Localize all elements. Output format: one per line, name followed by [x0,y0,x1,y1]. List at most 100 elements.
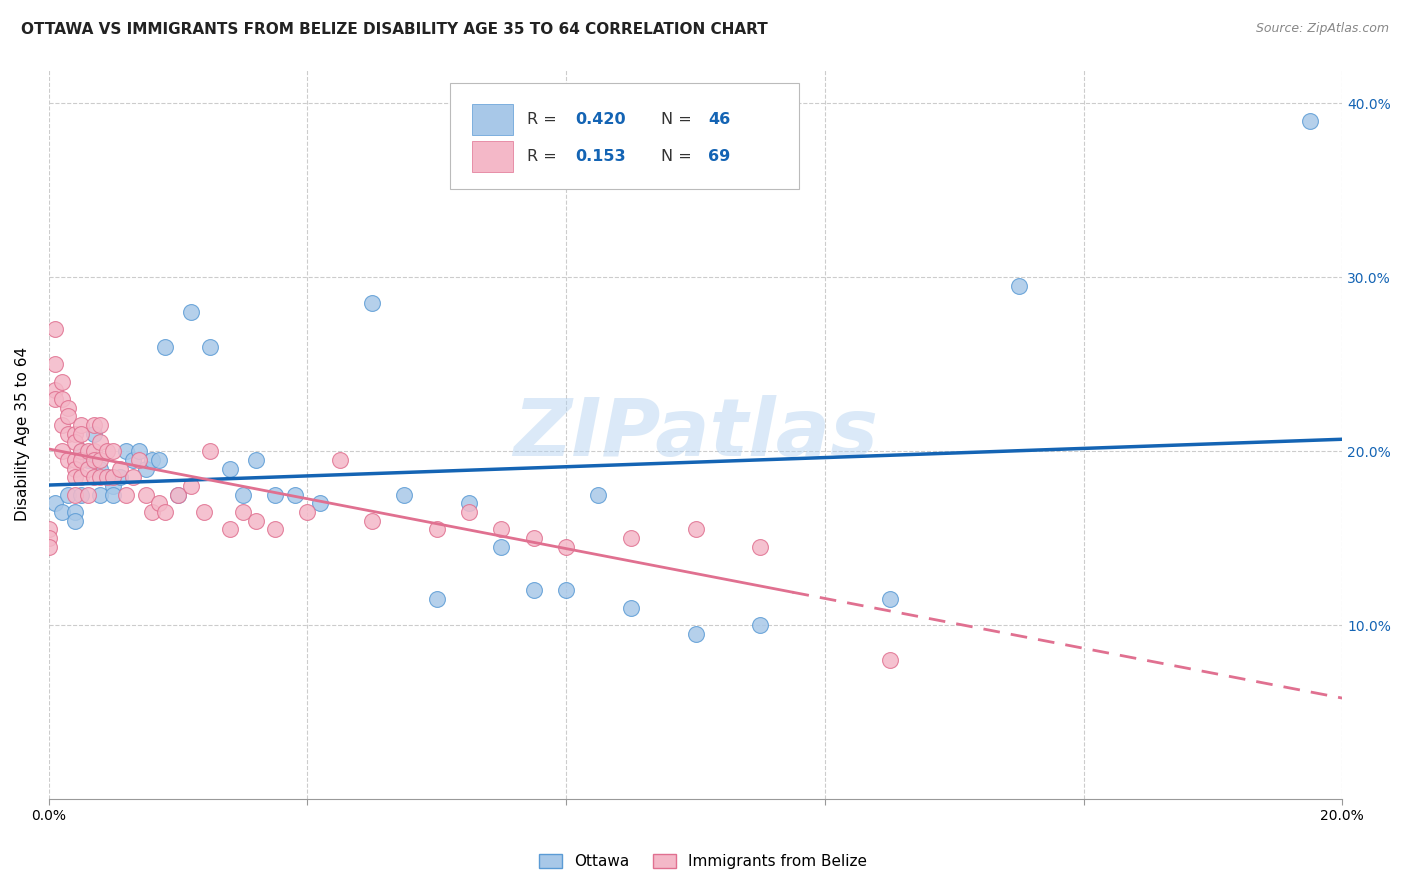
Point [523,531,546,545]
Point [264,488,287,502]
Point [63,470,86,484]
Point [115,488,138,502]
Point [245,514,267,528]
FancyBboxPatch shape [450,83,799,189]
Point [44,357,66,371]
Point [38,531,60,545]
Point [83,426,105,441]
Point [264,523,287,537]
Point [89,488,111,502]
Point [879,653,901,667]
Point [44,392,66,406]
Point [103,488,125,502]
Point [56,409,79,424]
Point [96,470,118,484]
Text: 46: 46 [709,112,731,128]
Point [56,426,79,441]
Point [63,453,86,467]
Point [121,470,143,484]
Y-axis label: Disability Age 35 to 64: Disability Age 35 to 64 [15,347,30,521]
Point [38,540,60,554]
Point [153,340,176,354]
Bar [472,104,513,135]
Point [309,496,332,510]
Point [141,453,163,467]
Point [135,461,157,475]
Point [426,523,449,537]
Point [44,496,66,510]
Point [63,426,86,441]
Point [83,418,105,433]
Point [70,488,93,502]
Point [167,488,190,502]
Point [51,444,73,458]
Point [51,418,73,433]
Point [56,401,79,415]
Point [200,340,222,354]
Point [588,488,610,502]
Point [70,426,93,441]
Point [70,453,93,467]
Text: R =: R = [527,112,562,128]
Point [491,540,513,554]
Point [56,488,79,502]
Point [180,305,202,319]
Point [361,514,384,528]
Point [193,505,215,519]
Point [76,461,98,475]
Point [426,592,449,607]
Point [394,488,416,502]
Point [749,618,772,632]
Bar [472,141,513,171]
Point [89,453,111,467]
Text: ZIPatlas: ZIPatlas [513,395,877,473]
Point [115,444,138,458]
Point [135,488,157,502]
Point [749,540,772,554]
Point [44,384,66,398]
Point [121,453,143,467]
Text: N =: N = [661,112,696,128]
Point [44,322,66,336]
Point [1299,113,1322,128]
Point [555,540,578,554]
Point [70,444,93,458]
Point [83,453,105,467]
Point [63,435,86,450]
Point [70,444,93,458]
Point [148,496,170,510]
Text: 0.420: 0.420 [575,112,626,128]
Point [83,444,105,458]
Point [70,418,93,433]
Text: OTTAWA VS IMMIGRANTS FROM BELIZE DISABILITY AGE 35 TO 64 CORRELATION CHART: OTTAWA VS IMMIGRANTS FROM BELIZE DISABIL… [21,22,768,37]
Point [51,375,73,389]
Point [491,523,513,537]
Point [685,627,707,641]
Point [232,488,254,502]
Text: Source: ZipAtlas.com: Source: ZipAtlas.com [1256,22,1389,36]
Point [96,444,118,458]
Point [523,583,546,598]
Point [96,470,118,484]
Point [56,453,79,467]
Point [51,392,73,406]
Point [1008,279,1031,293]
Text: N =: N = [661,149,696,164]
Point [283,488,305,502]
Point [128,444,150,458]
Point [76,488,98,502]
Point [83,453,105,467]
Point [108,461,131,475]
Point [89,435,111,450]
Point [128,453,150,467]
Point [620,600,643,615]
Point [76,453,98,467]
Text: R =: R = [527,149,562,164]
Point [200,444,222,458]
Point [620,531,643,545]
Point [879,592,901,607]
Point [51,505,73,519]
Point [70,470,93,484]
Point [153,505,176,519]
Point [685,523,707,537]
